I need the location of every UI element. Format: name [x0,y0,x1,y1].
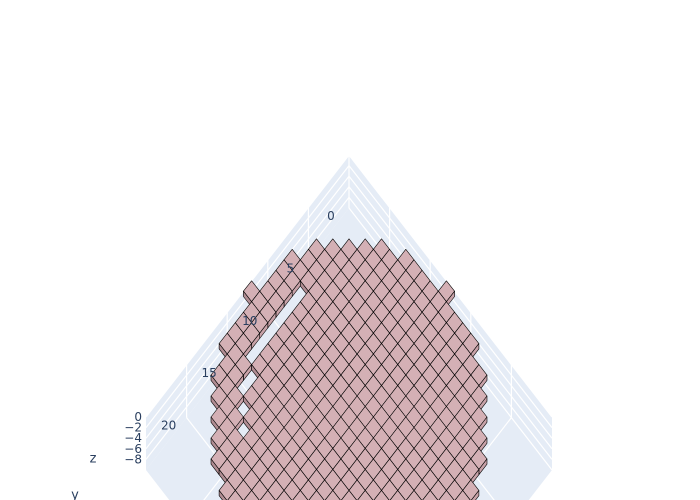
axis-titles: xyz [71,452,97,500]
voxel-top-face [438,490,455,500]
voxel [324,490,341,500]
voxel-top-face [422,490,439,500]
y-tick-label: 15 [202,366,217,380]
z-tick-label: 0 [134,410,142,424]
y-axis-title: y [71,488,79,500]
voxel-top-face [227,490,244,500]
voxel-top-face [324,490,341,500]
voxel-top-face [364,479,382,500]
voxel-top-face [316,479,334,500]
voxel [259,490,276,500]
voxel [292,490,309,500]
z-tick-label: −2 [124,421,142,435]
voxel-top-face [413,479,431,500]
voxel-side-face [471,490,480,500]
voxel-top-face [429,479,447,500]
voxel [454,490,471,500]
z-tick-label: −4 [124,431,142,445]
voxel-top-face [348,479,366,500]
voxel [243,490,260,500]
voxel [373,490,390,500]
y-tick-label: 20 [161,419,176,433]
voxel-top-face [389,490,406,500]
voxel-top-face [243,490,260,500]
voxel-top-face [357,490,374,500]
voxel-top-face [299,479,317,500]
voxel-top-face [218,479,236,500]
z-tick-label: −8 [124,452,142,466]
voxel-top-face [406,490,422,500]
y-tick-label: 5 [287,261,295,275]
voxel-top-face [397,479,415,500]
voxel [308,490,325,500]
voxel-top-face [235,479,252,500]
z-axis-title: z [90,452,97,467]
voxel-top-face [276,490,292,500]
voxel-top-face [292,490,309,500]
voxel [227,490,244,500]
voxel-top-face [267,479,285,500]
voxel [357,490,374,500]
voxel-top-face [462,479,480,500]
voxel [422,490,439,500]
voxel [341,490,357,500]
voxel-top-face [332,479,350,500]
tick-labels: 5101520051015200−2−4−6−8 [124,209,335,466]
y-tick-label: 0 [327,209,335,223]
voxel-top-face [251,479,269,500]
voxel [389,490,406,500]
voxel-layer [210,238,488,500]
y-tick-label: 10 [242,314,257,328]
voxel-top-face [308,490,325,500]
voxel-top-face [283,479,301,500]
voxel-top-face [381,479,399,500]
z-tick-label: −6 [124,442,142,456]
voxel-top-face [259,490,276,500]
voxel-side-face [218,490,227,500]
voxel-top-face [341,490,357,500]
voxel-top-face [454,490,471,500]
voxel [438,490,455,500]
voxel [406,490,422,500]
voxel-top-face [446,479,464,500]
voxel [276,490,292,500]
voxel-top-face [373,490,390,500]
